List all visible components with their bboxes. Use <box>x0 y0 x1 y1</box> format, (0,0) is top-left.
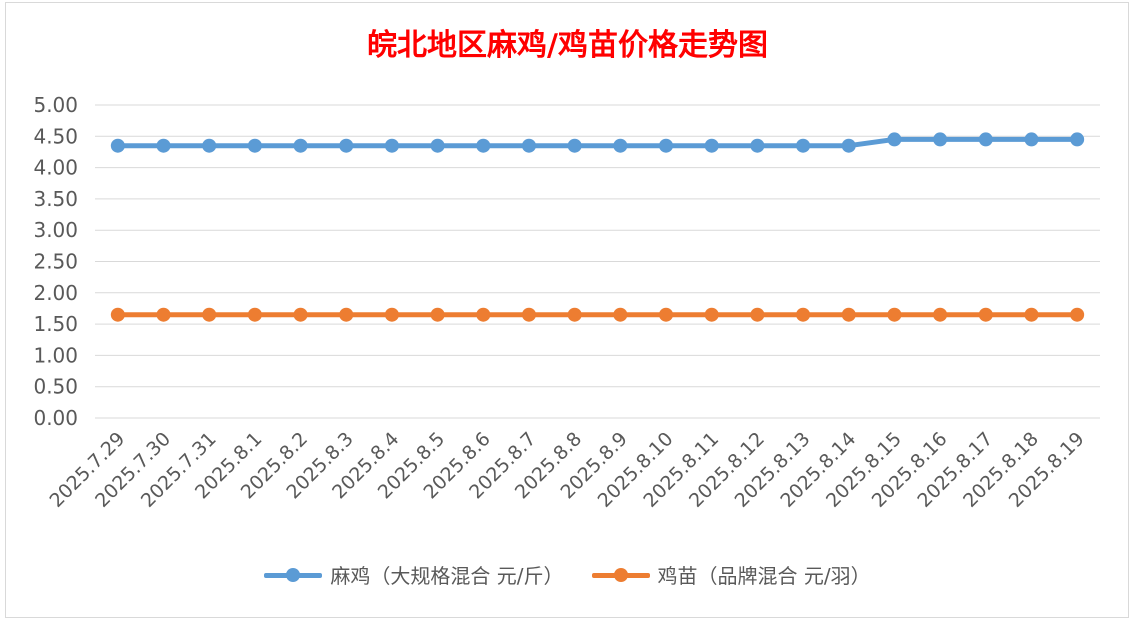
series-1-point <box>202 138 217 153</box>
y-axis-ticks: 0.00 0.50 1.00 1.50 2.00 2.50 3.00 3.50 4.00 4.50… <box>33 93 78 430</box>
series-2-point <box>978 307 993 322</box>
series-2-point <box>1024 307 1039 322</box>
chart-title: 皖北地区麻鸡/鸡苗价格走势图 <box>367 28 768 63</box>
series-2-point <box>704 307 719 322</box>
series-2-point <box>521 307 536 322</box>
series-1-point <box>750 138 765 153</box>
series-1-point <box>796 138 811 153</box>
series-points <box>110 132 1085 322</box>
series-2-point <box>384 307 399 322</box>
series-1-point <box>476 138 491 153</box>
y-tick-label: 2.50 <box>33 250 78 274</box>
series-1-point <box>1070 132 1085 147</box>
series-1-point <box>339 138 354 153</box>
series-1-point <box>247 138 262 153</box>
y-tick-label: 1.00 <box>33 343 78 367</box>
series-2-point <box>750 307 765 322</box>
series-1-point <box>567 138 582 153</box>
legend-swatch-2 <box>591 565 650 585</box>
legend-label-1: 麻鸡（大规格混合 元/斤） <box>330 564 564 588</box>
series-2-point <box>796 307 811 322</box>
series-2-point <box>476 307 491 322</box>
series-2-point <box>887 307 902 322</box>
series-2-point <box>933 307 948 322</box>
series-1-point <box>430 138 445 153</box>
series-2-point <box>659 307 674 322</box>
series-2-point <box>430 307 445 322</box>
series-2-point <box>339 307 354 322</box>
y-tick-label: 0.00 <box>33 406 78 430</box>
series-2-point <box>841 307 856 322</box>
series-1-point <box>704 138 719 153</box>
legend-item-1: 麻鸡（大规格混合 元/斤） <box>264 560 564 589</box>
series-2-point <box>293 307 308 322</box>
series-1-point <box>978 132 993 147</box>
series-1-point <box>156 138 171 153</box>
series-1-point <box>659 138 674 153</box>
series-2-point <box>1070 307 1085 322</box>
series-1-point <box>521 138 536 153</box>
series-1-point <box>841 138 856 153</box>
series-1-point <box>613 138 628 153</box>
gridlines <box>95 104 1100 419</box>
series-1-point <box>384 138 399 153</box>
y-tick-label: 5.00 <box>33 93 78 117</box>
series-2-point <box>156 307 171 322</box>
series-line-1 <box>115 136 1080 149</box>
series-1-point <box>110 138 125 153</box>
series-1-point <box>293 138 308 153</box>
legend-swatch-1 <box>264 565 323 585</box>
series-2-point <box>247 307 262 322</box>
y-tick-label: 1.50 <box>33 312 78 336</box>
legend-label-2: 鸡苗（品牌混合 元/羽） <box>657 564 871 588</box>
y-tick-label: 2.00 <box>33 281 78 305</box>
series-1-point <box>933 132 948 147</box>
y-tick-label: 4.00 <box>33 156 78 180</box>
series-2-point <box>202 307 217 322</box>
x-axis-ticks: 2025.7.292025.7.302025.7.312025.8.12025.… <box>45 428 1088 512</box>
y-tick-label: 4.50 <box>33 124 78 148</box>
series-2-point <box>567 307 582 322</box>
y-tick-label: 3.50 <box>33 187 78 211</box>
series-lines <box>115 136 1080 318</box>
legend-item-2: 鸡苗（品牌混合 元/羽） <box>591 560 871 589</box>
y-tick-label: 3.00 <box>33 218 78 242</box>
series-2-point <box>110 307 125 322</box>
y-tick-label: 0.50 <box>33 375 78 399</box>
legend: 麻鸡（大规格混合 元/斤） 鸡苗（品牌混合 元/羽） <box>0 560 1135 589</box>
series-2-point <box>613 307 628 322</box>
series-1-point <box>887 132 902 147</box>
series-1-point <box>1024 132 1039 147</box>
